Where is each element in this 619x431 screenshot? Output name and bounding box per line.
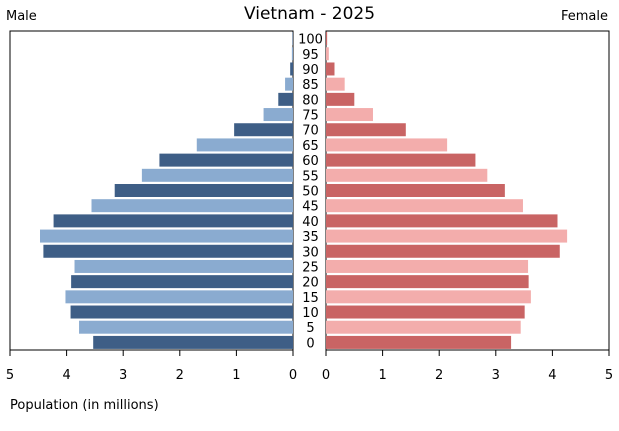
age-label-65: 65: [302, 139, 319, 154]
male-bar-0: [93, 335, 294, 349]
chart-title: Vietnam - 2025: [243, 4, 376, 24]
x-axis-label: Population (in millions): [10, 398, 159, 413]
male-bar-90: [290, 62, 293, 76]
female-bar-45: [326, 199, 523, 213]
age-label-25: 25: [302, 260, 319, 275]
female-bar-90: [326, 62, 335, 76]
female-bar-100: [326, 32, 328, 46]
female-bar-85: [326, 77, 345, 91]
age-label-0: 0: [306, 336, 314, 351]
female-bar-65: [326, 138, 448, 152]
female-x-tick-label-4: 4: [548, 368, 556, 383]
age-label-45: 45: [302, 200, 319, 215]
male-bar-30: [43, 244, 294, 258]
male-bar-100: [292, 32, 293, 46]
male-bar-50: [114, 184, 294, 197]
age-label-10: 10: [302, 306, 319, 321]
age-label-5: 5: [306, 321, 314, 336]
male-bar-35: [39, 229, 293, 243]
male-bar-60: [159, 153, 293, 167]
female-x-tick-label-1: 1: [378, 368, 386, 383]
female-bar-30: [326, 244, 560, 258]
female-bar-40: [326, 214, 558, 228]
female-x-tick-label-5: 5: [605, 368, 613, 383]
female-bar-10: [326, 305, 525, 319]
male-bar-65: [196, 138, 293, 152]
female-bar-0: [326, 335, 512, 349]
female-bar-35: [326, 229, 568, 243]
male-bar-70: [234, 123, 293, 137]
female-x-tick-label-3: 3: [492, 368, 500, 383]
female-bar-80: [326, 92, 355, 106]
male-x-tick-label-5: 5: [6, 368, 14, 383]
male-bar-95: [291, 47, 293, 61]
age-label-20: 20: [302, 276, 319, 291]
male-x-tick-label-0: 0: [289, 368, 297, 383]
female-bar-5: [326, 320, 521, 334]
female-bar-75: [326, 108, 373, 122]
age-label-60: 60: [302, 154, 319, 169]
male-bar-80: [278, 92, 293, 106]
female-bar-15: [326, 290, 531, 304]
age-label-40: 40: [302, 215, 319, 230]
male-x-tick-label-2: 2: [176, 368, 184, 383]
male-bar-55: [141, 168, 293, 182]
female-bar-50: [326, 184, 505, 197]
female-bar-95: [326, 47, 329, 61]
male-bar-20: [71, 275, 294, 289]
female-x-tick-label-2: 2: [435, 368, 443, 383]
age-label-85: 85: [302, 78, 319, 93]
age-label-100: 100: [298, 33, 323, 48]
age-label-15: 15: [302, 291, 319, 306]
male-bar-75: [263, 108, 293, 122]
male-bar-40: [53, 214, 293, 228]
age-label-75: 75: [302, 109, 319, 124]
age-label-95: 95: [302, 48, 319, 63]
male-bar-5: [79, 320, 293, 334]
female-bar-70: [326, 123, 406, 137]
male-bar-25: [74, 259, 293, 273]
female-bar-60: [326, 153, 476, 167]
female-bar-20: [326, 275, 529, 289]
male-x-tick-label-1: 1: [232, 368, 240, 383]
male-bar-85: [285, 77, 293, 91]
male-x-tick-label-3: 3: [119, 368, 127, 383]
age-label-50: 50: [302, 185, 319, 200]
age-label-70: 70: [302, 124, 319, 139]
female-bar-55: [326, 168, 488, 182]
male-x-tick-label-4: 4: [62, 368, 70, 383]
male-bar-10: [70, 305, 293, 319]
female-label: Female: [560, 9, 608, 24]
age-label-35: 35: [302, 230, 319, 245]
age-label-90: 90: [302, 63, 319, 78]
age-label-55: 55: [302, 169, 319, 184]
age-label-30: 30: [302, 245, 319, 260]
male-label: Male: [6, 9, 37, 24]
age-label-80: 80: [302, 93, 319, 108]
male-bar-15: [65, 290, 293, 304]
female-x-tick-label-0: 0: [322, 368, 330, 383]
female-bar-25: [326, 259, 529, 273]
male-bar-45: [91, 199, 293, 213]
